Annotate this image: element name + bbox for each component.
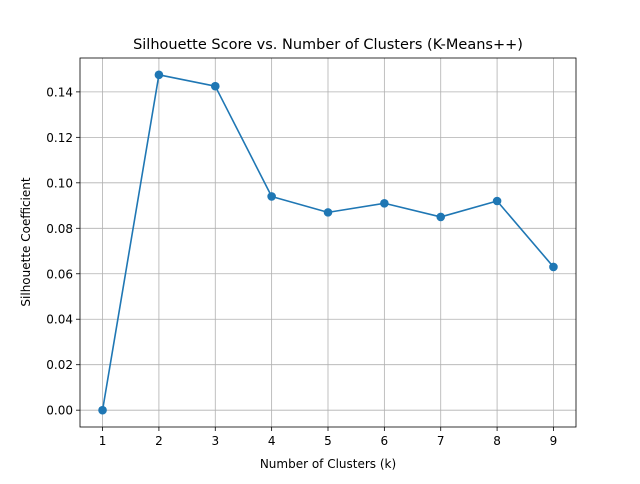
y-tick-label: 0.10 (46, 176, 73, 190)
x-tick-label: 1 (99, 434, 107, 448)
y-tick-label: 0.12 (46, 131, 73, 145)
data-point (549, 262, 558, 272)
x-tick-label: 4 (268, 434, 276, 448)
x-tick-label: 8 (493, 434, 501, 448)
data-point (323, 208, 333, 217)
x-tick-label: 2 (155, 434, 163, 448)
data-point (98, 405, 107, 415)
y-tick-label: 0.02 (46, 358, 73, 372)
x-tick-label: 6 (381, 434, 389, 448)
series-group (98, 70, 558, 415)
y-axis-label: Silhouette Coefficient (19, 177, 33, 306)
y-tick-label: 0.14 (46, 85, 73, 99)
x-tick-label: 5 (324, 434, 332, 448)
grid-lines (80, 58, 576, 427)
chart-title: Silhouette Score vs. Number of Clusters … (133, 37, 523, 53)
data-point (492, 196, 502, 206)
data-point (154, 70, 164, 80)
y-tick-label: 0.04 (46, 313, 73, 327)
y-tick-label: 0.08 (46, 222, 73, 236)
data-point (380, 198, 389, 208)
x-tick-label: 3 (211, 434, 219, 448)
x-axis-label: Number of Clusters (k) (260, 457, 396, 471)
data-point (210, 81, 220, 91)
y-tick-label: 0.00 (46, 404, 73, 418)
x-tick-label: 7 (437, 434, 445, 448)
data-point (267, 192, 276, 201)
x-tick-label: 9 (550, 434, 558, 448)
x-axis-ticks: 1 2 3 4 5 6 7 8 9 (99, 427, 558, 448)
y-tick-label: 0.06 (46, 267, 73, 281)
y-axis-ticks: 0.00 0.02 0.04 0.06 0.08 0.10 0.12 0.14 (46, 85, 80, 418)
data-point (436, 212, 446, 222)
